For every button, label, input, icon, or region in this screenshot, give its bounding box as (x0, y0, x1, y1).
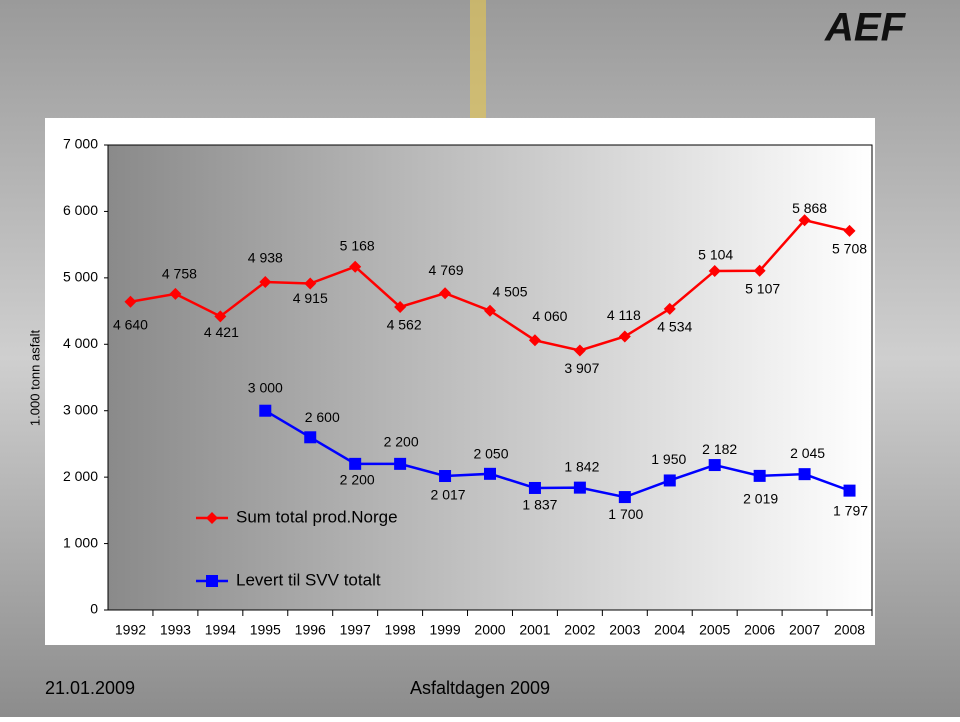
marker (753, 469, 766, 482)
logo: AEF (824, 6, 907, 50)
marker (484, 467, 496, 480)
x-tick-label: 2003 (609, 622, 640, 638)
y-tick-label: 6 000 (63, 202, 98, 218)
data-label: 5 168 (340, 237, 375, 253)
marker (206, 575, 218, 587)
x-tick-label: 2004 (654, 622, 685, 638)
marker (394, 457, 407, 470)
road-line (470, 0, 486, 120)
x-tick-label: 1997 (340, 622, 371, 638)
marker (663, 302, 676, 315)
marker (843, 224, 856, 237)
marker (528, 334, 541, 347)
marker (798, 468, 811, 481)
x-tick-label: 2006 (744, 622, 775, 638)
x-tick-label: 1995 (250, 622, 281, 638)
data-label: 4 758 (162, 266, 197, 282)
marker (618, 491, 631, 504)
y-axis-title: 1.000 tonn asfalt (27, 330, 42, 427)
data-label: 1 842 (564, 458, 599, 474)
marker (573, 481, 586, 494)
legend-label: Levert til SVV totalt (236, 570, 381, 589)
x-tick-label: 2005 (699, 622, 730, 638)
marker (708, 459, 721, 472)
marker (843, 484, 856, 497)
x-tick-label: 1996 (295, 622, 326, 638)
data-label: 4 060 (532, 308, 567, 324)
data-label: 2 019 (743, 491, 778, 507)
data-label: 2 600 (305, 409, 340, 425)
marker (708, 264, 721, 277)
marker (663, 474, 676, 487)
y-tick-label: 7 000 (63, 136, 98, 152)
x-tick-label: 1992 (115, 622, 146, 638)
marker (304, 277, 317, 290)
y-tick-label: 5 000 (63, 269, 98, 285)
marker (169, 287, 182, 300)
x-tick-label: 2007 (789, 622, 820, 638)
marker (753, 264, 766, 277)
data-label: 4 938 (248, 250, 283, 266)
x-tick-label: 1993 (160, 622, 191, 638)
data-label: 4 118 (607, 307, 641, 323)
marker (394, 300, 407, 313)
data-label: 1 700 (608, 506, 643, 522)
footer-date: 21.01.2009 (45, 678, 135, 698)
data-label: 2 200 (340, 472, 375, 488)
data-label: 2 017 (431, 487, 466, 503)
marker (206, 512, 218, 524)
marker (573, 344, 586, 357)
data-label: 3 907 (564, 360, 599, 376)
series-line (264, 409, 850, 499)
data-label: 4 915 (293, 290, 328, 306)
plot-area (107, 144, 873, 611)
data-label: 2 182 (702, 441, 737, 457)
marker (214, 310, 227, 323)
data-label: 2 050 (473, 446, 508, 462)
marker (484, 304, 496, 317)
data-label: 5 708 (832, 241, 867, 257)
data-label: 4 640 (113, 316, 148, 332)
data-label: 4 421 (204, 324, 239, 340)
data-label: 5 104 (698, 247, 733, 263)
marker (259, 404, 272, 417)
x-tick-label: 2000 (474, 622, 505, 638)
data-label: 4 562 (387, 317, 422, 333)
data-label: 4 505 (492, 283, 527, 299)
y-tick-label: 4 000 (63, 335, 98, 351)
marker (349, 457, 362, 470)
marker (349, 260, 362, 273)
x-tick-label: 1994 (205, 622, 236, 638)
x-tick-label: 2001 (519, 622, 550, 638)
footer-event: Asfaltdagen 2009 (410, 678, 550, 698)
marker (259, 275, 272, 288)
data-label: 3 000 (248, 379, 283, 395)
marker (439, 470, 452, 483)
y-tick-label: 1 000 (63, 534, 98, 550)
y-tick-label: 3 000 (63, 401, 98, 417)
data-label: 5 868 (792, 200, 827, 216)
marker (618, 330, 631, 343)
x-tick-label: 1999 (429, 622, 460, 638)
marker (439, 287, 452, 300)
marker (304, 431, 317, 444)
marker (798, 214, 811, 227)
x-tick-label: 2002 (564, 622, 595, 638)
x-tick-label: 1998 (385, 622, 416, 638)
x-tick-label: 2008 (834, 622, 865, 638)
data-label: 4 534 (657, 319, 692, 335)
data-label: 5 107 (745, 280, 780, 296)
marker (528, 481, 541, 494)
marker (124, 295, 137, 308)
data-label: 1 837 (522, 497, 557, 513)
data-label: 1 797 (833, 502, 868, 518)
data-label: 1 950 (651, 451, 686, 467)
data-label: 4 769 (429, 262, 464, 278)
y-tick-label: 2 000 (63, 468, 98, 484)
data-label: 2 045 (790, 445, 825, 461)
legend-label: Sum total prod.Norge (236, 507, 398, 526)
y-tick-label: 0 (90, 601, 98, 617)
data-label: 2 200 (384, 434, 419, 450)
